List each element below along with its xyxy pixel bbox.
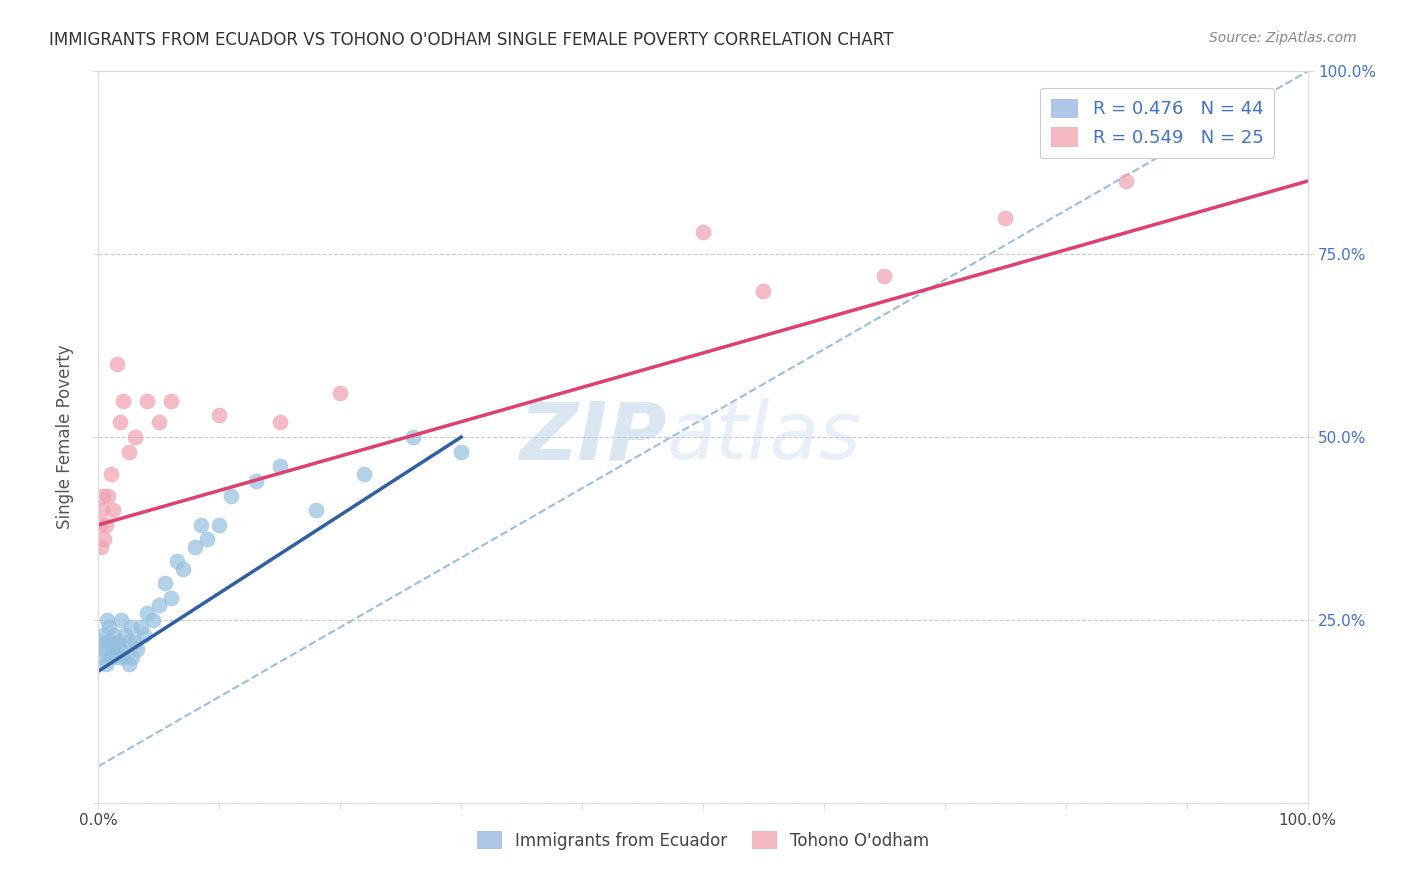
- Text: Source: ZipAtlas.com: Source: ZipAtlas.com: [1209, 31, 1357, 45]
- Point: [90, 635, 112, 649]
- Point: [135, 393, 157, 408]
- Point: [91, 649, 114, 664]
- Text: ZIP: ZIP: [519, 398, 666, 476]
- Point: [134, 627, 156, 641]
- Point: [118, 635, 141, 649]
- Point: [96, 613, 118, 627]
- Point: [101, 642, 124, 657]
- Point: [98, 620, 121, 634]
- Point: [692, 225, 714, 239]
- Point: [208, 517, 231, 532]
- Point: [153, 576, 176, 591]
- Point: [195, 533, 218, 547]
- Point: [127, 642, 149, 657]
- Point: [160, 393, 183, 408]
- Point: [100, 649, 122, 664]
- Point: [994, 211, 1017, 225]
- Point: [121, 649, 143, 664]
- Point: [91, 627, 114, 641]
- Point: [148, 416, 170, 430]
- Point: [93, 642, 115, 657]
- Point: [172, 562, 194, 576]
- Point: [108, 642, 131, 657]
- Point: [129, 620, 152, 634]
- Point: [148, 599, 170, 613]
- Text: IMMIGRANTS FROM ECUADOR VS TOHONO O'ODHAM SINGLE FEMALE POVERTY CORRELATION CHAR: IMMIGRANTS FROM ECUADOR VS TOHONO O'ODHA…: [49, 31, 894, 49]
- Point: [873, 269, 896, 284]
- Point: [90, 540, 112, 554]
- Point: [108, 416, 131, 430]
- Point: [166, 554, 188, 568]
- Point: [329, 386, 352, 401]
- Point: [208, 408, 231, 422]
- Point: [94, 517, 117, 532]
- Point: [269, 416, 291, 430]
- Point: [101, 503, 124, 517]
- Point: [103, 627, 125, 641]
- Point: [91, 489, 114, 503]
- Point: [118, 657, 141, 671]
- Point: [221, 489, 243, 503]
- Y-axis label: Single Female Poverty: Single Female Poverty: [56, 345, 75, 529]
- Point: [160, 591, 183, 605]
- Point: [124, 635, 146, 649]
- Point: [269, 459, 291, 474]
- Point: [111, 393, 134, 408]
- Point: [93, 533, 115, 547]
- Point: [114, 627, 136, 641]
- Point: [184, 540, 207, 554]
- Point: [100, 467, 122, 481]
- Point: [190, 517, 212, 532]
- Point: [107, 635, 129, 649]
- Point: [124, 430, 146, 444]
- Point: [1115, 174, 1137, 188]
- Point: [305, 503, 328, 517]
- Point: [105, 357, 128, 371]
- Point: [120, 620, 142, 634]
- Text: atlas: atlas: [666, 398, 862, 476]
- Point: [89, 517, 111, 532]
- Point: [402, 430, 425, 444]
- Point: [353, 467, 375, 481]
- Point: [110, 613, 132, 627]
- Point: [135, 606, 157, 620]
- Point: [118, 444, 141, 458]
- Point: [97, 635, 120, 649]
- Point: [142, 613, 165, 627]
- Point: [105, 649, 128, 664]
- Point: [450, 444, 472, 458]
- Point: [94, 657, 117, 671]
- Legend: Immigrants from Ecuador, Tohono O'odham: Immigrants from Ecuador, Tohono O'odham: [470, 824, 936, 856]
- Point: [245, 474, 267, 488]
- Point: [97, 489, 120, 503]
- Point: [111, 649, 134, 664]
- Point: [752, 284, 775, 298]
- Point: [100, 635, 122, 649]
- Point: [91, 503, 114, 517]
